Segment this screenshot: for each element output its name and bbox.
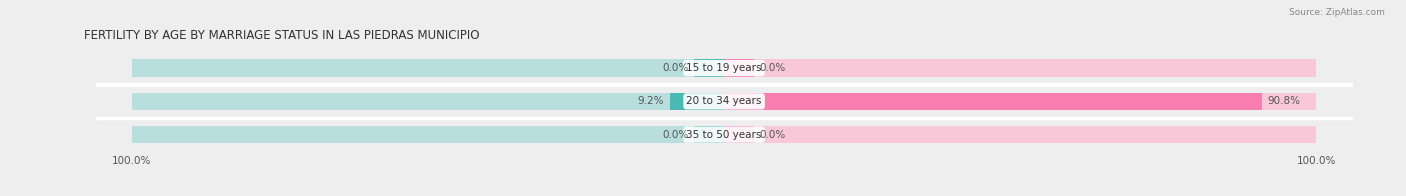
Text: 0.0%: 0.0%: [759, 130, 786, 140]
Bar: [132, 126, 1316, 143]
Text: 15 to 19 years: 15 to 19 years: [686, 63, 762, 73]
Bar: [96, 117, 1353, 119]
Text: 0.0%: 0.0%: [662, 63, 689, 73]
Bar: [669, 93, 724, 110]
Bar: [132, 59, 1316, 77]
Bar: [96, 83, 1353, 86]
Text: FERTILITY BY AGE BY MARRIAGE STATUS IN LAS PIEDRAS MUNICIPIO: FERTILITY BY AGE BY MARRIAGE STATUS IN L…: [84, 29, 479, 42]
Text: 0.0%: 0.0%: [759, 63, 786, 73]
Bar: [132, 93, 1316, 110]
Bar: [724, 59, 1316, 77]
Bar: [132, 93, 724, 110]
Text: 0.0%: 0.0%: [662, 130, 689, 140]
Text: 90.8%: 90.8%: [1268, 96, 1301, 106]
Text: 35 to 50 years: 35 to 50 years: [686, 130, 762, 140]
Bar: [695, 59, 724, 77]
Bar: [132, 59, 724, 77]
Bar: [724, 93, 1316, 110]
Bar: [724, 126, 1316, 143]
Bar: [724, 93, 1263, 110]
Text: Source: ZipAtlas.com: Source: ZipAtlas.com: [1289, 8, 1385, 17]
Text: 9.2%: 9.2%: [637, 96, 664, 106]
Bar: [724, 126, 754, 143]
Bar: [132, 126, 724, 143]
Text: 20 to 34 years: 20 to 34 years: [686, 96, 762, 106]
Bar: [724, 59, 754, 77]
Bar: [695, 126, 724, 143]
